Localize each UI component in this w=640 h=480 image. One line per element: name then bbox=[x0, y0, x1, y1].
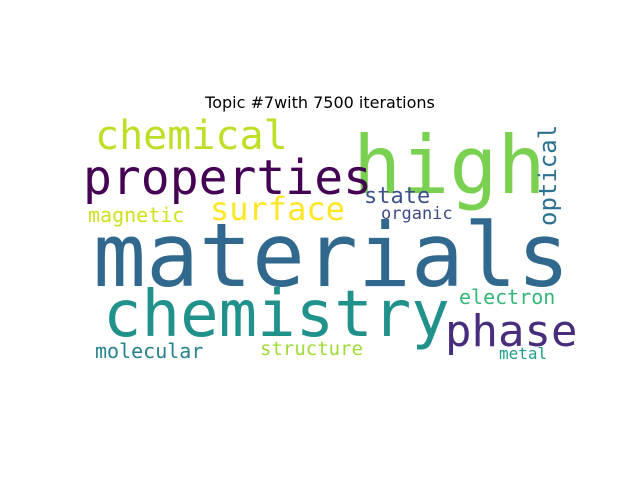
word-materials: materials bbox=[93, 204, 570, 307]
word-electron: electron bbox=[459, 285, 556, 309]
word-magnetic: magnetic bbox=[88, 203, 185, 227]
word-organic: organic bbox=[381, 204, 453, 224]
word-structure: structure bbox=[260, 338, 363, 360]
word-chemistry: chemistry bbox=[103, 278, 450, 352]
word-optical: optical bbox=[534, 124, 562, 226]
word-molecular: molecular bbox=[95, 339, 204, 363]
word-metal: metal bbox=[499, 344, 548, 363]
word-chemical: chemical bbox=[95, 113, 288, 159]
plot-title: Topic #7with 7500 iterations bbox=[205, 93, 435, 112]
word-state: state bbox=[364, 184, 431, 209]
word-phase: phase bbox=[445, 306, 578, 357]
word-surface: surface bbox=[210, 190, 345, 228]
word-high: high bbox=[353, 119, 546, 212]
word-properties: properties bbox=[83, 150, 372, 206]
